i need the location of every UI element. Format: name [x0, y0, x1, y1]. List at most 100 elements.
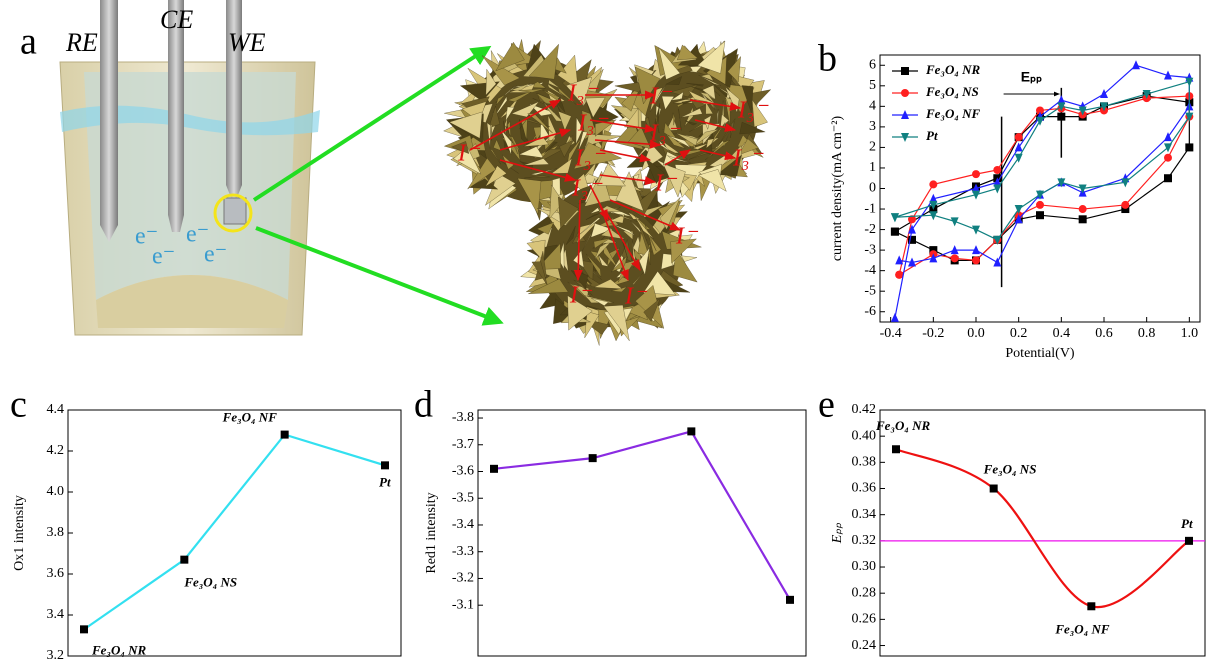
flower-petal: [611, 256, 627, 272]
legend-marker: [901, 89, 909, 97]
flower-petal: [645, 157, 665, 185]
flower-petal: [598, 254, 609, 267]
ion-label: I₃⁻: [571, 176, 603, 202]
point-label: Pt: [1181, 516, 1193, 531]
data-point: [687, 427, 696, 436]
ion-arrow: [594, 139, 662, 149]
ion-label: I⁻: [624, 284, 648, 310]
ion-arrow: [609, 199, 682, 231]
flower-petal: [500, 129, 512, 155]
y-axis-label: current density(mA cm⁻²): [830, 116, 845, 262]
flower-petal: [580, 231, 592, 255]
y-axis-label: Red1 intensity: [424, 492, 439, 573]
y-tick-label: 0.30: [852, 559, 877, 574]
data-point: [1142, 90, 1151, 100]
data-point: [1164, 143, 1172, 153]
flower-petal: [665, 76, 683, 85]
data-point: [895, 255, 904, 265]
electron-label: e⁻: [186, 222, 209, 248]
legend-label: Pt: [926, 128, 938, 143]
ion-label: I₃⁻: [737, 98, 769, 124]
nanoflowers: I₃⁻ I₃⁻ I₃⁻ I⁻ I⁻ I₃⁻ I₃⁻ I₃⁻ I⁻ I₃⁻ I⁻ I⁻ I⁻: [443, 39, 772, 346]
flower-petal: [558, 241, 565, 270]
flower-petal: [536, 222, 555, 235]
y-tick-label: -3: [864, 242, 876, 257]
flower-petal: [658, 47, 681, 80]
panel-letter: e: [818, 384, 835, 426]
y-tick-label: 3.4: [47, 607, 65, 622]
data-point: [1185, 536, 1193, 545]
x-tick-label: -0.4: [880, 326, 902, 341]
data-point: [1132, 60, 1140, 70]
flower-petal: [505, 125, 518, 154]
data-point: [1036, 200, 1044, 209]
ion-arrow: [599, 204, 629, 282]
data-point: [1078, 106, 1087, 116]
y-tick-label: 3.2: [47, 648, 65, 662]
data-point: [929, 253, 938, 263]
flower-petal: [573, 279, 593, 296]
data-point: [950, 217, 959, 227]
ion-arrow: [499, 159, 577, 182]
y-tick-label: 5: [869, 78, 876, 93]
flower-petal: [559, 139, 575, 158]
ion-arrow: [469, 99, 561, 151]
x-tick-label: 0.4: [1053, 326, 1071, 341]
data-point: [929, 200, 938, 210]
flower-petal: [544, 139, 556, 151]
flower-petal: [495, 41, 525, 72]
ion-label: I₃⁻: [732, 146, 764, 172]
flower-petal: [565, 76, 593, 106]
point-label: Fe₃O₄ NF: [222, 410, 278, 425]
data-point: [929, 246, 938, 255]
flower-petal: [524, 175, 550, 179]
flower-petal: [511, 101, 539, 118]
y-tick-label: 6: [869, 57, 876, 72]
y-tick-label: 0: [869, 181, 876, 196]
y-tick-label: -2: [864, 222, 876, 237]
panel-letter: a: [20, 21, 37, 63]
flower-petal: [451, 141, 470, 154]
ion-arrow: [589, 119, 657, 133]
flower-petal: [576, 217, 601, 237]
y-tick-label: -5: [864, 283, 876, 298]
flower-petal: [528, 210, 556, 237]
flower-petal: [639, 247, 650, 276]
ion-label: I⁻: [457, 141, 481, 167]
series-line: [493, 430, 791, 601]
flower-petal: [678, 108, 682, 131]
electrode-label: CE: [160, 5, 193, 34]
ion-arrow: [604, 209, 641, 271]
flower-petal: [637, 232, 649, 256]
flower-petal: [585, 97, 606, 118]
flower-petal: [610, 223, 636, 236]
flower-petal: [697, 169, 727, 192]
plot-frame: [879, 409, 1206, 657]
flower-petal: [649, 87, 663, 112]
flower-petal: [543, 102, 564, 122]
ion-label: I₃⁻: [577, 111, 609, 137]
series-line: [895, 448, 1190, 609]
y-tick-label: 0.28: [852, 585, 877, 600]
flower-petal: [710, 81, 728, 98]
y-tick-label: -3.6: [452, 464, 474, 479]
data-point: [180, 555, 189, 564]
flower-petal: [699, 92, 715, 104]
data-point: [895, 270, 904, 279]
flower-petal: [655, 114, 660, 134]
flower-petal: [692, 128, 719, 147]
ion-arrow: [499, 128, 572, 151]
flower-petal: [467, 157, 497, 190]
y-tick-label: 4: [869, 99, 876, 114]
y-tick-label: -3.7: [452, 437, 474, 452]
data-point: [1014, 142, 1023, 152]
data-point: [908, 215, 916, 224]
data-point: [929, 211, 938, 221]
flower-petal: [609, 214, 625, 224]
flower-petal: [577, 131, 588, 152]
y-tick-label: -3.8: [452, 410, 474, 425]
flower-petal: [526, 239, 546, 262]
data-point: [1100, 102, 1108, 112]
electrode-label: RE: [65, 28, 98, 57]
flower-petal: [453, 146, 482, 175]
